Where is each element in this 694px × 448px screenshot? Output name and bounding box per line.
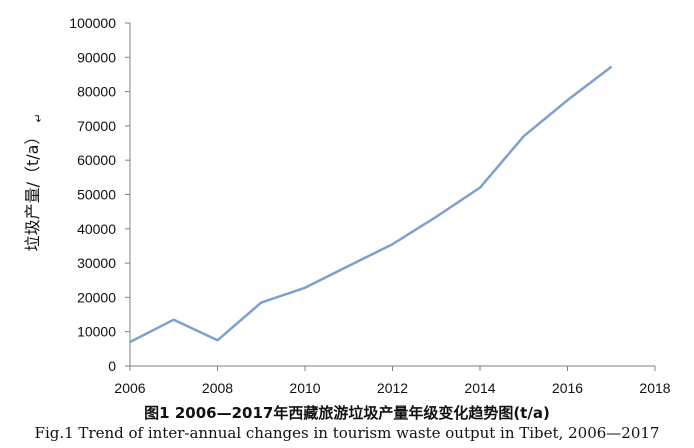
- figure-caption-english: Fig.1 Trend of inter-annual changes in t…: [34, 424, 660, 442]
- x-tick-label: 2012: [377, 380, 408, 396]
- data-point: [216, 339, 219, 342]
- x-tick-labels: 2006 2008 2010 2012 2014 2016 2018: [114, 380, 670, 396]
- y-tick-label: 70000: [77, 118, 116, 134]
- data-point: [129, 341, 131, 343]
- y-tick-label: 60000: [77, 152, 116, 168]
- data-point: [391, 243, 394, 246]
- chart-axes: [125, 22, 656, 371]
- y-tick-label: 50000: [77, 187, 116, 203]
- y-tick-label: 30000: [77, 255, 116, 271]
- x-tick-label: 2014: [464, 380, 495, 396]
- series-lines: [129, 65, 613, 344]
- y-axis-label: 垃圾产量/（t/a）: [23, 129, 42, 252]
- data-point: [522, 135, 525, 137]
- data-point: [347, 265, 350, 267]
- y-tick-label: 20000: [77, 289, 116, 305]
- data-point: [610, 66, 613, 68]
- y-tick-label: 80000: [77, 84, 116, 100]
- data-point: [260, 301, 263, 304]
- y-tick-label: 0: [108, 358, 116, 374]
- data-point: [172, 318, 175, 321]
- x-tick-label: 2006: [114, 380, 145, 396]
- x-tick-label: 2010: [289, 380, 320, 396]
- y-tick-label: 90000: [77, 49, 116, 65]
- data-point: [304, 286, 306, 289]
- data-point: [435, 215, 438, 218]
- data-point: [566, 99, 569, 101]
- y-axis-label-mark: ↵: [32, 113, 45, 122]
- y-tick-label: 10000: [77, 324, 116, 340]
- data-point: [479, 186, 481, 189]
- x-tick-label: 2008: [202, 380, 233, 396]
- x-tick-label: 2016: [552, 380, 583, 396]
- figure-caption-chinese: 图1 2006—2017年西藏旅游垃圾产量年级变化趋势图(t/a): [144, 404, 550, 422]
- y-tick-label: 100000: [69, 15, 116, 31]
- series-line: [129, 65, 613, 344]
- y-tick-labels: 0 10000 20000 30000 40000 50000 60000 70000 8000…: [69, 15, 116, 374]
- x-tick-label: 2018: [639, 380, 670, 396]
- y-tick-label: 40000: [77, 221, 116, 237]
